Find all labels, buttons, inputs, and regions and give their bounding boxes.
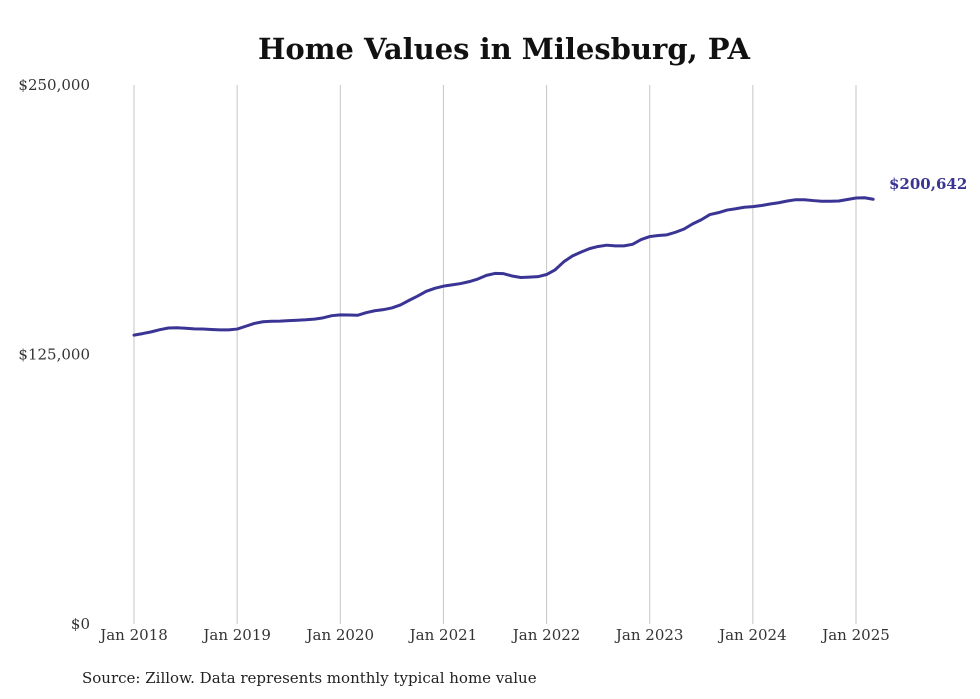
source-note: Source: Zillow. Data represents monthly … <box>82 669 537 687</box>
x-tick-label: Jan 2022 <box>511 626 581 644</box>
x-tick-label: Jan 2024 <box>717 626 787 644</box>
x-tick-label: Jan 2021 <box>408 626 478 644</box>
y-tick-label: $125,000 <box>18 346 90 364</box>
y-tick-label: $0 <box>71 615 90 633</box>
x-axis-tick-labels: Jan 2018 Jan 2019 Jan 2020 Jan 2021 Jan 2022… <box>98 626 890 644</box>
x-tick-label: Jan 2025 <box>820 626 890 644</box>
x-tick-label: Jan 2018 <box>98 626 168 644</box>
vertical-gridlines <box>133 85 857 624</box>
chart-title: Home Values in Milesburg, PA <box>258 32 750 66</box>
y-axis-tick-labels: $0 $125,000 $250,000 <box>18 76 90 633</box>
x-tick-label: Jan 2019 <box>201 626 271 644</box>
home-value-line <box>132 196 875 337</box>
y-tick-label: $250,000 <box>18 76 90 94</box>
x-tick-label: Jan 2020 <box>305 626 375 644</box>
end-value-label: $200,642 <box>889 175 967 193</box>
x-tick-label: Jan 2023 <box>614 626 684 644</box>
